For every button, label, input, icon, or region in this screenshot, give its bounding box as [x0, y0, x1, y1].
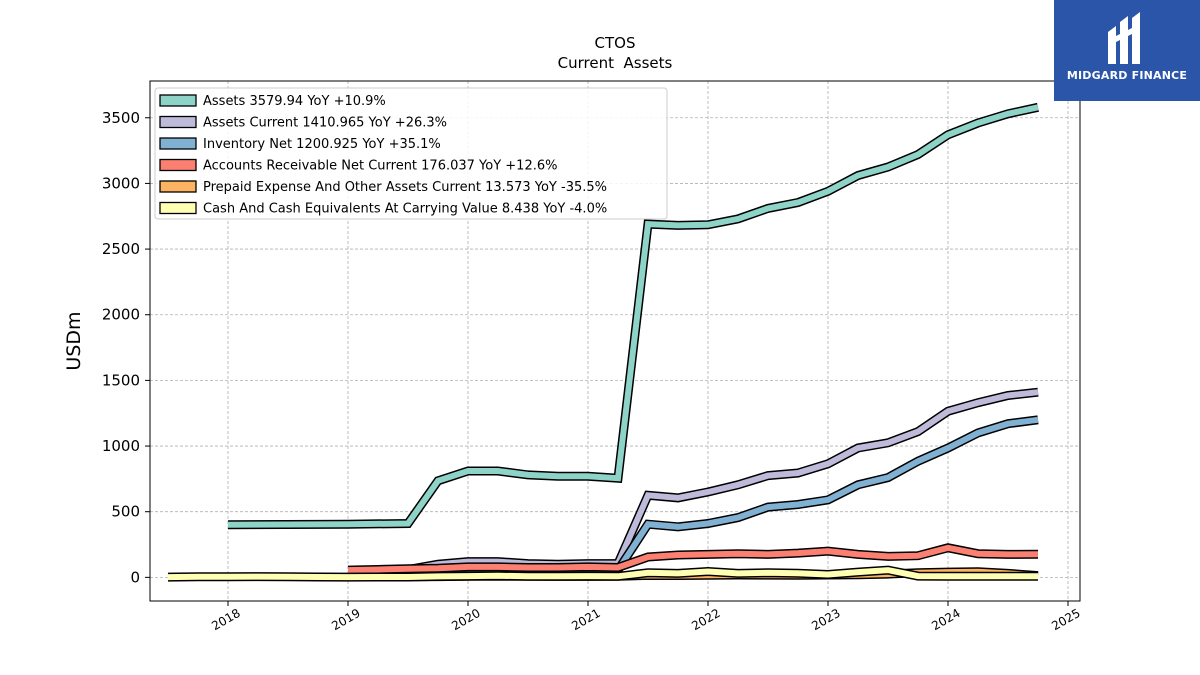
- legend-label: Inventory Net 1200.925 YoY +35.1%: [203, 137, 441, 152]
- legend-swatch: [159, 158, 197, 172]
- legend-label: Accounts Receivable Net Current 176.037 …: [203, 159, 558, 174]
- x-tick-label: 2021: [569, 606, 602, 633]
- x-tick-label: 2018: [209, 606, 242, 633]
- y-tick-label: 1500: [102, 371, 140, 389]
- legend-label: Assets Current 1410.965 YoY +26.3%: [203, 116, 447, 131]
- legend-swatch: [159, 137, 197, 150]
- series-line: [347, 544, 1039, 574]
- y-tick-label: 3500: [102, 109, 140, 127]
- legend: Assets 3579.94 YoY +10.9% Assets Current …: [154, 87, 668, 220]
- y-tick-label: 3000: [102, 174, 140, 192]
- plot-frame: [149, 80, 1081, 602]
- legend-swatch: [159, 201, 197, 215]
- y-tick-label: 0: [130, 568, 140, 586]
- legend-swatch: [159, 180, 197, 193]
- y-tick-label: 2500: [102, 240, 140, 258]
- chart-subtitle: Current Assets: [558, 54, 673, 72]
- brand-logo: MIDGARD FINANCE: [1054, 0, 1200, 101]
- x-tick-label: 2023: [809, 606, 842, 633]
- series-outline: [407, 387, 1039, 574]
- x-tick-label: 2025: [1049, 606, 1082, 633]
- x-tick-label: 2024: [929, 606, 962, 633]
- legend-swatch: [159, 115, 197, 129]
- y-tick-label: 2000: [102, 306, 140, 324]
- series-line: [407, 389, 1039, 573]
- legend-label: Cash And Cash Equivalents At Carrying Va…: [203, 202, 607, 217]
- legend-swatch: [159, 94, 197, 107]
- legend-box: [154, 87, 668, 220]
- series-line: [167, 567, 1038, 581]
- legend-label: Assets 3579.94 YoY +10.9%: [203, 94, 386, 109]
- y-tick-label: 500: [111, 503, 140, 521]
- y-tick-label: 1000: [102, 437, 140, 455]
- x-tick-label: 2022: [689, 606, 722, 633]
- series-line: [227, 104, 1039, 528]
- brand-name: MIDGARD FINANCE: [1066, 69, 1188, 82]
- chart-title: CTOS: [595, 34, 636, 52]
- y-axis-label: USDm: [63, 311, 85, 370]
- legend-label: Prepaid Expense And Other Assets Current…: [203, 180, 607, 195]
- series-layer: [167, 102, 1039, 582]
- brand-mark-icon: [1108, 12, 1140, 64]
- x-tick-label: 2020: [449, 606, 482, 633]
- x-tick-label: 2019: [329, 606, 362, 633]
